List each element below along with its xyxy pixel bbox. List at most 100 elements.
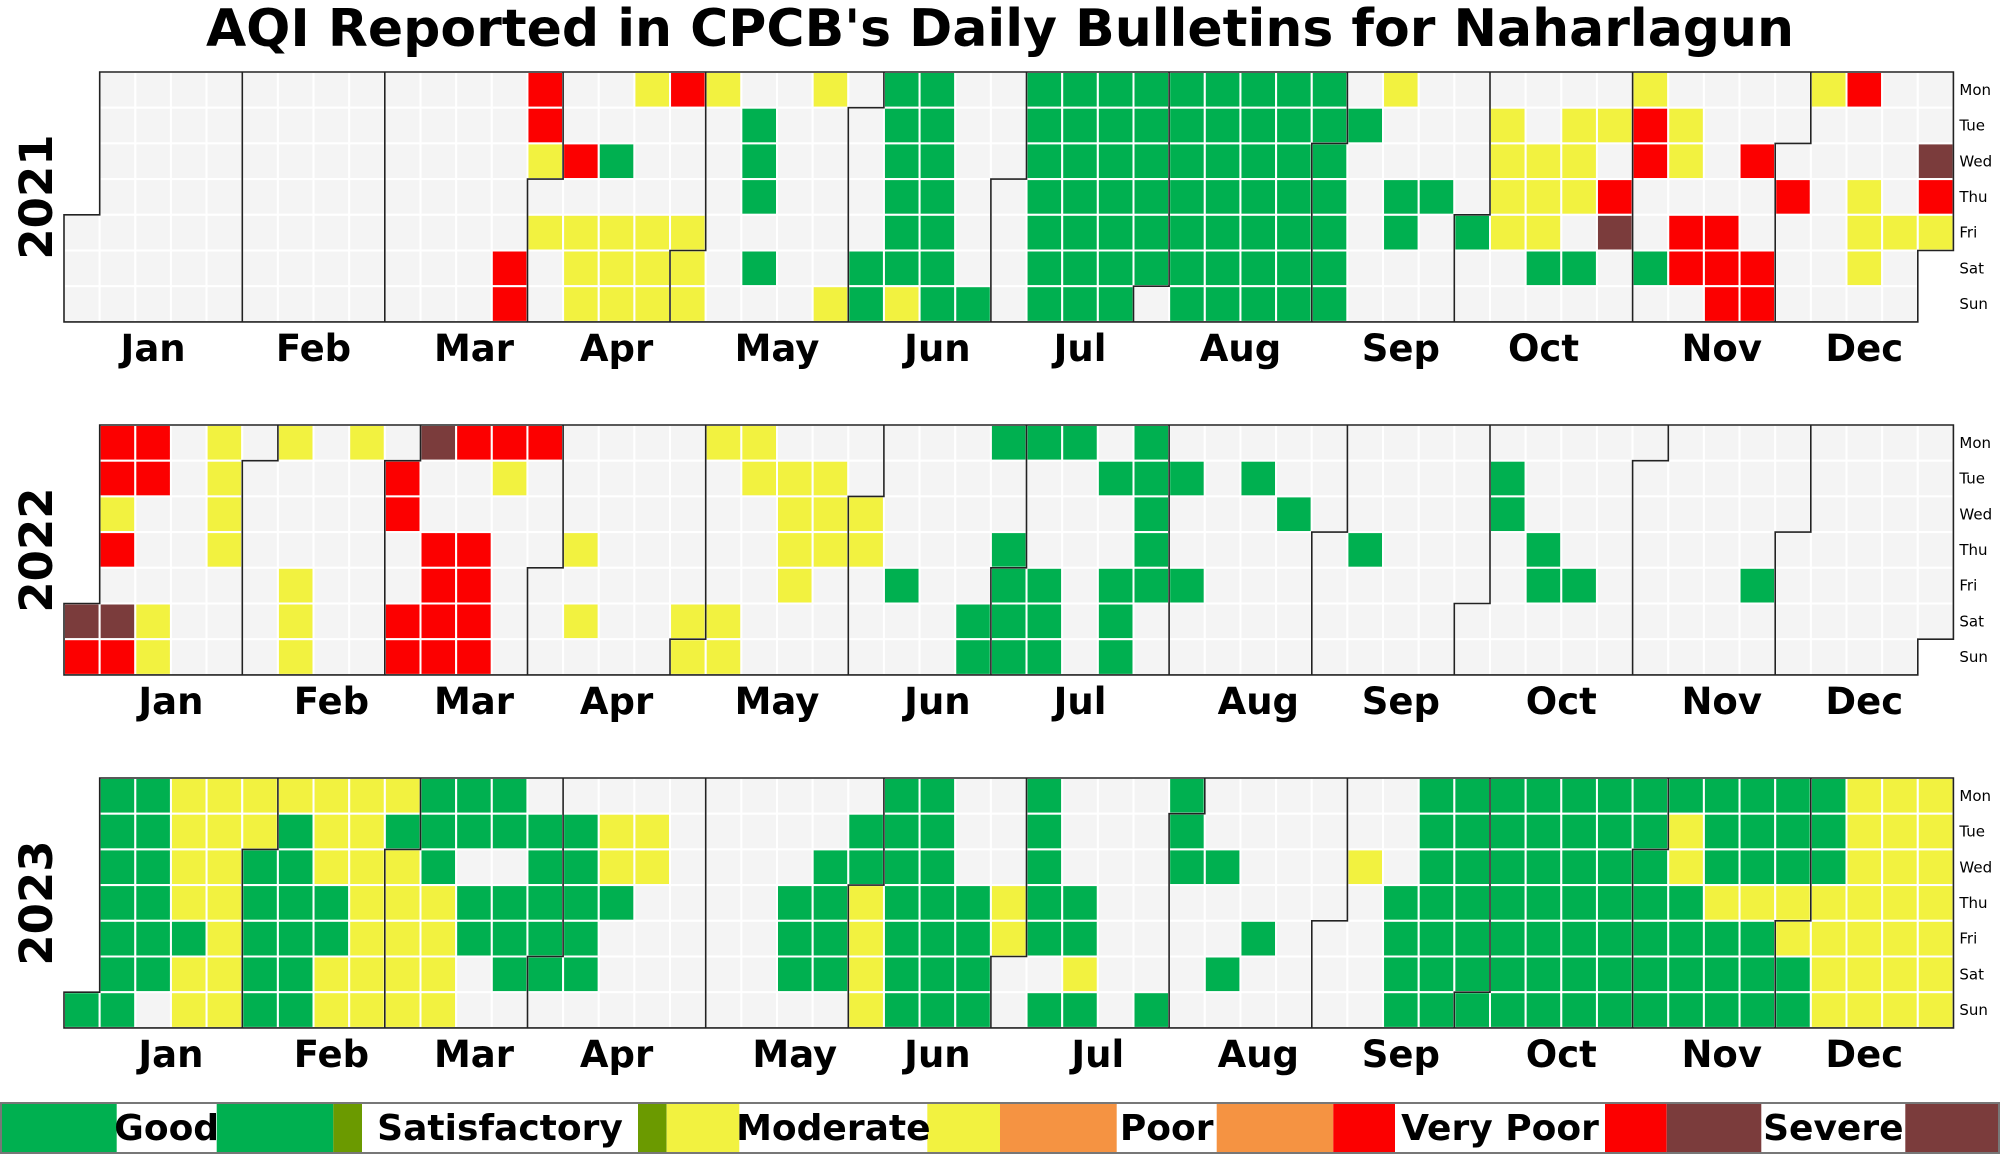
day-cell-2022-02-01: [241, 459, 279, 498]
day-cell-2023-06-11: [882, 991, 921, 1029]
day-cell-2023-01-07: [98, 955, 137, 994]
day-cell-2022-03-28: [526, 424, 565, 462]
day-cell-2022-02-07: [276, 424, 315, 462]
day-cell-2023-04-16: [597, 991, 636, 1029]
day-cell-2021-05-16: [740, 285, 778, 323]
day-cell-2023-05-11: [740, 884, 778, 922]
day-cell-2023-03-20: [490, 777, 529, 815]
month-label-oct-2023: Oct: [1526, 1033, 1597, 1076]
day-cell-2023-03-02: [383, 884, 422, 922]
day-cell-2023-05-30: [847, 812, 885, 851]
day-cell-2022-02-13: [276, 638, 315, 676]
day-cell-2022-05-11: [740, 495, 778, 534]
day-cell-2021-11-23: [1738, 106, 1777, 145]
day-cell-2021-09-05: [1310, 285, 1349, 323]
day-cell-2023-01-13: [134, 919, 172, 958]
day-cell-2023-12-25: [1916, 777, 1955, 815]
day-cell-2021-10-15: [1524, 213, 1563, 252]
day-cell-2021-02-09: [276, 106, 315, 145]
day-cell-2021-03-19: [455, 213, 493, 252]
weekday-label-sun-2023: Sun: [1959, 1001, 1988, 1019]
day-cell-2021-09-28: [1453, 106, 1491, 145]
day-cell-2022-03-10: [419, 531, 458, 569]
month-label-apr-2022: Apr: [580, 680, 654, 723]
day-cell-2022-01-07: [98, 566, 137, 605]
day-cell-2021-04-29: [669, 178, 707, 216]
day-cell-2023-02-14: [312, 812, 351, 851]
day-cell-2021-11-02: [1631, 106, 1670, 145]
day-cell-2021-08-07: [1168, 249, 1206, 288]
month-boundaries-2021: [241, 72, 1812, 322]
day-cell-2021-01-10: [98, 285, 137, 323]
day-cell-2022-08-23: [1275, 459, 1313, 498]
day-cell-2023-03-30: [526, 884, 565, 922]
day-cell-2023-10-21: [1560, 955, 1598, 994]
legend-label-good: Good: [114, 1108, 219, 1149]
day-cell-2023-06-20: [954, 812, 992, 851]
day-cell-2022-03-11: [419, 566, 458, 605]
month-label-mar-2022: Mar: [434, 680, 515, 723]
day-cell-2021-03-07: [383, 285, 422, 323]
day-cell-2022-04-01: [526, 566, 565, 605]
day-cell-2021-12-06: [1809, 71, 1848, 109]
day-cell-2023-03-11: [419, 955, 458, 994]
day-cell-2023-02-04: [241, 955, 279, 994]
day-cell-2023-10-31: [1631, 812, 1670, 851]
day-cell-2021-03-13: [419, 249, 458, 288]
day-cell-2023-12-31: [1916, 991, 1955, 1029]
day-cell-2022-06-29: [989, 495, 1028, 534]
day-cell-2021-04-25: [633, 285, 672, 323]
day-cell-2022-09-19: [1417, 424, 1456, 462]
day-cell-2022-12-03: [1774, 602, 1812, 641]
day-cell-2021-07-13: [1061, 106, 1099, 145]
day-cell-2022-09-02: [1310, 566, 1349, 605]
day-cell-2022-02-17: [312, 531, 351, 569]
day-cell-2021-01-01: [63, 213, 101, 252]
day-cell-2021-05-27: [811, 178, 850, 216]
day-cell-2023-06-14: [918, 848, 957, 887]
day-cell-2023-08-05: [1168, 955, 1206, 994]
day-cell-2022-02-11: [276, 566, 315, 605]
day-cell-2023-06-05: [882, 777, 921, 815]
day-cell-2022-06-25: [954, 602, 992, 641]
day-cell-2021-07-17: [1061, 249, 1099, 288]
day-cell-2021-12-02: [1774, 178, 1812, 216]
day-cell-2022-03-19: [455, 602, 493, 641]
day-cell-2021-08-14: [1203, 249, 1242, 288]
day-cell-2021-05-13: [740, 178, 778, 216]
day-cell-2023-10-20: [1560, 919, 1598, 958]
day-cell-2021-01-19: [169, 106, 208, 145]
day-cell-2022-07-05: [1025, 459, 1064, 498]
day-cell-2023-11-19: [1702, 991, 1741, 1029]
day-cell-2022-08-08: [1203, 424, 1242, 462]
weekday-label-wed-2023: Wed: [1959, 858, 1992, 876]
day-cell-2021-12-11: [1809, 249, 1848, 288]
day-cell-2022-03-13: [419, 638, 458, 676]
day-cell-2023-02-26: [348, 991, 386, 1029]
day-cell-2021-12-14: [1845, 106, 1884, 145]
day-cell-2021-10-09: [1489, 249, 1527, 288]
month-label-jun-2022: Jun: [901, 680, 970, 723]
day-cell-2023-01-21: [169, 955, 208, 994]
weekday-label-fri-2021: Fri: [1959, 224, 1977, 242]
day-cell-2023-08-20: [1239, 991, 1278, 1029]
day-cell-2023-01-29: [205, 991, 244, 1029]
day-cell-2022-10-22: [1560, 602, 1598, 641]
day-cell-2022-04-22: [633, 566, 672, 605]
day-cell-2023-06-23: [954, 919, 992, 958]
legend-label-satisfactory: Satisfactory: [377, 1108, 623, 1149]
month-label-oct-2022: Oct: [1526, 680, 1597, 723]
day-cell-2021-06-12: [882, 249, 921, 288]
day-cell-2021-08-22: [1239, 285, 1278, 323]
weekday-label-sat-2021: Sat: [1959, 259, 1984, 277]
day-cell-2023-12-06: [1809, 848, 1848, 887]
day-cell-2022-09-03: [1310, 602, 1349, 641]
month-label-mar-2021: Mar: [434, 327, 515, 370]
day-cell-2022-12-15: [1845, 531, 1884, 569]
day-cell-2021-05-05: [704, 142, 743, 181]
day-cell-2021-09-26: [1417, 285, 1456, 323]
day-cell-2023-01-06: [98, 919, 137, 958]
day-cell-2021-03-21: [455, 285, 493, 323]
day-cell-2023-10-19: [1560, 884, 1598, 922]
chart-title: AQI Reported in CPCB's Daily Bulletins f…: [206, 0, 1794, 59]
